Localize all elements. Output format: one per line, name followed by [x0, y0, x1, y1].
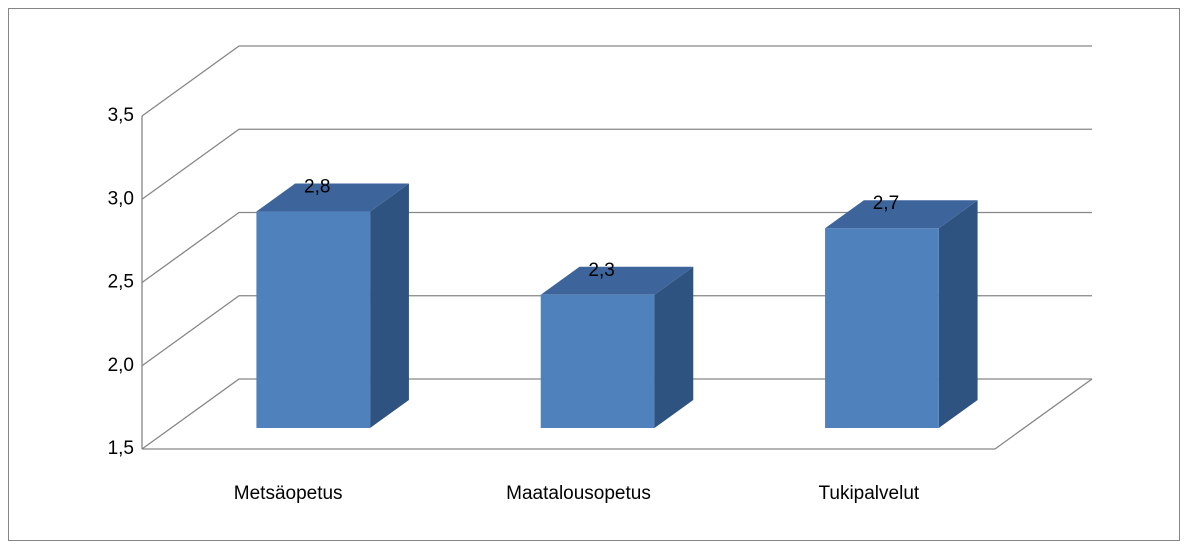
grid-line — [141, 378, 1092, 450]
grid-line — [141, 128, 1092, 200]
y-tick-label: 2,0 — [108, 355, 134, 376]
bar-top — [256, 183, 409, 212]
bar-top — [540, 266, 694, 295]
bar — [825, 228, 939, 428]
value-label: 2,3 — [588, 260, 614, 281]
floor — [142, 378, 1093, 450]
x-tick-label: Maatalousopetus — [506, 483, 651, 504]
grid-line — [141, 211, 1092, 284]
bar — [256, 211, 371, 428]
bar-top — [825, 200, 978, 229]
y-tick-label: 3,5 — [108, 105, 134, 126]
bar-side — [370, 183, 409, 428]
bar-side — [938, 200, 978, 428]
value-label: 2,8 — [304, 177, 330, 198]
value-label: 2,7 — [873, 193, 899, 214]
bar-side — [654, 266, 694, 428]
bar — [540, 294, 655, 428]
y-tick-label: 3,0 — [108, 188, 134, 209]
grid-line — [141, 45, 1092, 117]
y-tick-label: 2,5 — [108, 272, 134, 293]
x-tick-label: Tukipalvelut — [818, 483, 919, 504]
grid-line — [141, 295, 1092, 367]
x-tick-label: Metsäopetus — [234, 483, 343, 504]
y-tick-label: 1,5 — [108, 438, 134, 459]
